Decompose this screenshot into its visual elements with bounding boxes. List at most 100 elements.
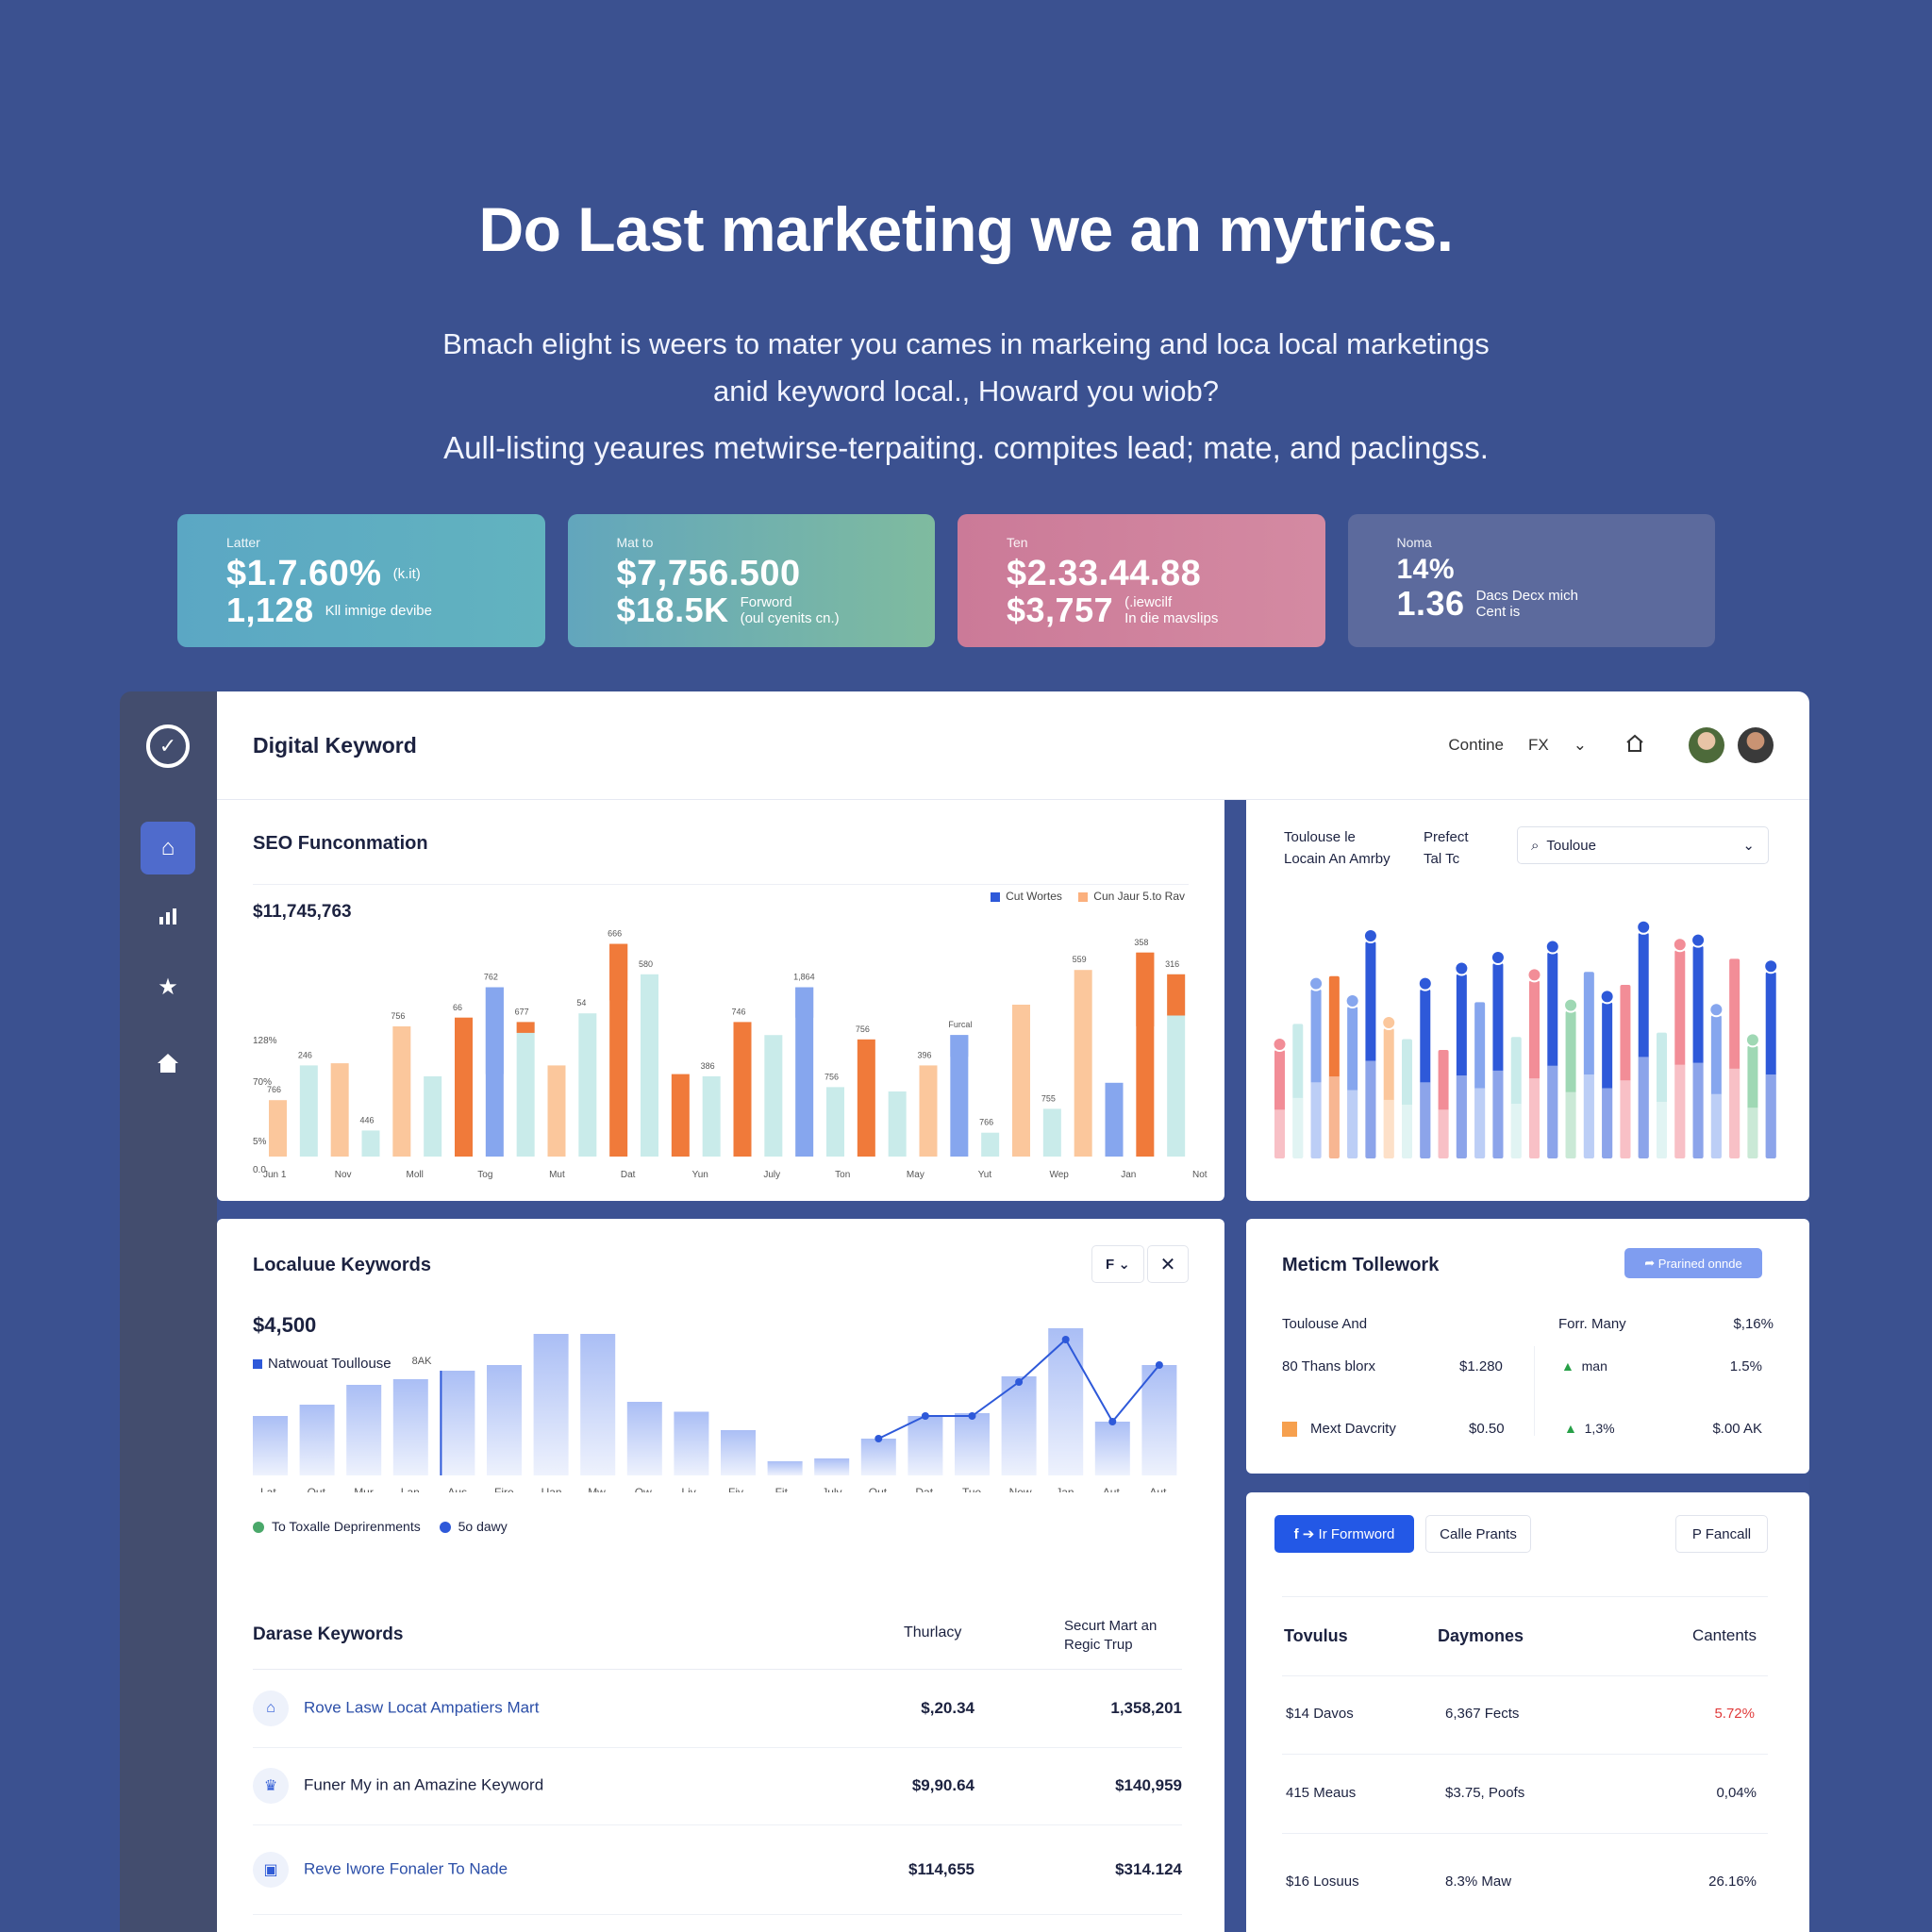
x-tick-label: Dat [915,1486,933,1492]
chart-marker [1563,997,1579,1013]
seo-title: SEO Funconmation [253,833,428,854]
table-row[interactable]: $16 Losuus 8.3% Maw 26.16% [1286,1874,1757,1890]
filter-dropdown[interactable]: F ⌄ [1091,1245,1144,1283]
chart-marker [1690,932,1707,948]
chart-marker [1599,989,1615,1005]
data-label: 1,864 [793,973,815,982]
meticm-panel: Meticm Tollework ➦ Prarined onnde Toulou… [1246,1219,1809,1474]
column-header: Securt Mart an Regic Trup [1064,1618,1158,1653]
x-tick-label: Lat [260,1486,276,1492]
fancall-button[interactable]: P Fancall [1675,1515,1768,1553]
x-tick-label: Out [869,1486,888,1492]
chart-bar-shade [1328,1076,1340,1158]
kpi-card-2[interactable]: Mat to $7,756.500 $18.5K Forword (oul cyen… [567,514,935,647]
chart-bar [1167,974,1186,1157]
chart-bar-shade [1657,1101,1667,1158]
local-keywords-panel: Localuue Keywords F ⌄ ✕ $4,500 Natwouat … [217,1219,1224,1932]
multi-search-select[interactable]: ⌕ Touloue ⌄ [1517,826,1769,864]
kpi-card-4[interactable]: Noma 14% 1.36 Dacs Decx mich Cent is [1347,514,1715,647]
chart-bar-shade [1710,1093,1722,1158]
data-label: 677 [515,1007,529,1016]
data-label: 580 [639,959,653,969]
avatar[interactable] [1738,727,1774,763]
sidebar-star-icon[interactable]: ★ [158,974,178,1000]
chart-bar [1420,989,1431,1158]
chart-bar [1602,1002,1613,1158]
chart-bar [981,1132,1000,1157]
kpi-card-1[interactable]: Latter $1.7.60% (k.it) 1,128 Kll imnige de… [177,514,545,647]
close-icon[interactable]: ✕ [1147,1245,1189,1283]
chart-bar-shade [1274,1109,1285,1158]
table-row[interactable]: ⌂ Rove Lasw Locat Ampatiers Mart $,20.34 … [253,1670,1182,1748]
chart-bar [1438,1050,1449,1158]
chart-bar-shade [1547,1065,1558,1158]
chart-bar-shade [1492,1070,1504,1158]
kpi-value: 14% [1396,554,1456,585]
avatar[interactable] [1689,727,1724,763]
chart-marker [1672,937,1688,953]
data-label: 746 [732,1007,746,1016]
chart-bar [955,1413,990,1475]
chart-bar [1547,952,1558,1158]
x-tick-label: Mw [588,1486,606,1492]
fx-dropdown[interactable]: FX [1528,736,1549,754]
seo-panel: SEO Funconmation $11,745,763 Cut Wortes … [217,800,1224,1201]
hero-subtitle-line-2: anid keyword local., Howard you wiob? [713,375,1219,408]
chart-bar-shade [1402,1105,1412,1158]
data-label: 246 [298,1050,312,1059]
home-outline-icon[interactable] [1624,733,1645,758]
local-bottom-legend: To Toxalle Deprirenments 5o dawy [253,1519,508,1534]
chart-bar [1729,958,1740,1158]
chart-bar [1565,1010,1576,1158]
table-row[interactable]: 415 Meaus $3.75, Poofs 0,04% [1282,1755,1768,1834]
chart-bar [1747,1045,1758,1158]
chart-bar [330,1063,349,1157]
chart-marker [1344,993,1360,1008]
chart-bar-shade [1347,1090,1358,1158]
data-label: 766 [267,1085,281,1094]
sidebar-chart-icon[interactable] [141,890,195,942]
chart-marker [1454,960,1470,976]
chart-marker [1417,975,1433,991]
chart-bar-shade [1420,1082,1431,1158]
sidebar-home-icon[interactable]: ⌂ [141,822,195,874]
page-title: Digital Keyword [253,732,417,758]
calle-prants-button[interactable]: Calle Prants [1425,1515,1531,1553]
table-row[interactable]: $14 Davos 6,367 Fects 5.72% [1282,1675,1768,1755]
meticm-row-trend: ▲ 1,3% [1564,1421,1615,1436]
chart-bar [1328,975,1340,1158]
chevron-down-icon[interactable]: ⌄ [1573,736,1587,754]
chart-bar-shade [1692,1062,1704,1158]
x-tick-label: Yun [692,1170,708,1180]
prarined-button[interactable]: ➦ Prarined onnde [1624,1248,1762,1278]
chart-marker [1362,928,1378,943]
meticm-header-left: Toulouse And [1282,1316,1368,1332]
data-label: 559 [1073,955,1087,964]
meticm-row-label: 80 Thans blorx [1282,1358,1375,1374]
chart-bar [1710,1015,1722,1158]
chart-bar-cap [950,1035,969,1058]
kpi-note-secondary: (.iewcilf In die mavslips [1124,594,1219,626]
x-tick-label: Wep [1049,1170,1069,1180]
data-label: 316 [1165,959,1179,969]
sidebar-house-icon[interactable] [141,1037,195,1090]
table-row[interactable]: ▣ Reve Iwore Fonaler To Nade $114,655 $31… [253,1824,1182,1915]
kpi-value-secondary: 1.36 [1396,584,1465,623]
seo-total: $11,745,763 [253,902,352,922]
column-header: Thurlacy [904,1624,962,1641]
forward-button[interactable]: f ➔ Ir Formword [1274,1515,1414,1553]
chart-bar [578,1013,597,1157]
chart-bar-cap [485,987,504,1074]
chart-bar [702,1075,721,1157]
kpi-card-3[interactable]: Ten $2.33.44.88 $3,757 (.iewcilf In die ma… [958,514,1325,647]
table-row[interactable]: ♛ Funer My in an Amazine Keyword $9,90.64… [253,1747,1182,1825]
x-tick-label: Jan [1056,1486,1074,1492]
y-tick-label: 128% [253,1036,277,1046]
app-logo-icon[interactable]: ✓ [146,724,190,768]
chart-bar [299,1405,335,1475]
chart-bar [908,1416,943,1475]
chart-bar [795,987,814,1157]
data-label: 446 [360,1115,375,1124]
continue-link[interactable]: Contine [1448,736,1505,754]
meticm-row-value: $0.50 [1469,1421,1505,1437]
